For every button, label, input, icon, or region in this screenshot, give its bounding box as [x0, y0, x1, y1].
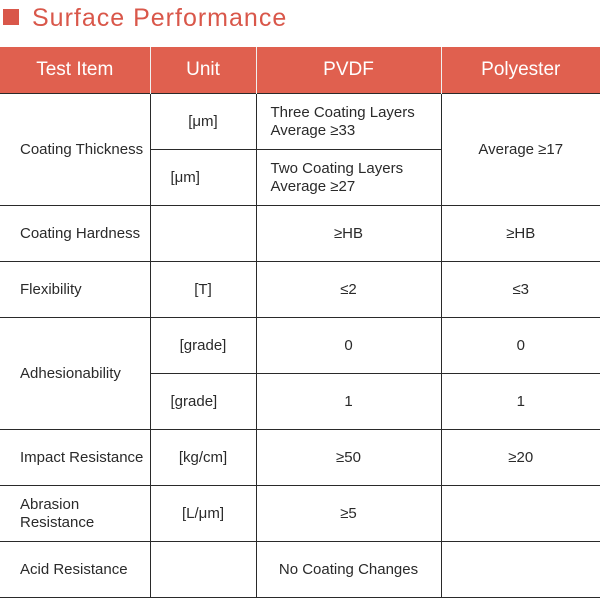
cell-polyester: ≥20	[440, 429, 600, 486]
cell-unit	[149, 205, 257, 262]
table-row: Flexibility [T] ≤2 ≤3	[0, 261, 600, 318]
cell-polyester: 1	[440, 373, 600, 430]
cell-unit: [L/μm]	[149, 485, 257, 542]
table-row: [μm] Two Coating Layers Average ≥27	[0, 149, 600, 206]
cell-item: Acid Resistance	[0, 541, 151, 598]
cell-item: Coating Hardness	[0, 205, 151, 262]
cell-pvdf: 1	[255, 373, 442, 430]
cell-pvdf: ≥50	[255, 429, 442, 486]
cell-polyester	[440, 541, 600, 598]
table-row: Abrasion Resistance [L/μm] ≥5	[0, 485, 600, 542]
cell-pvdf: 0	[255, 317, 442, 374]
cell-pvdf: Two Coating Layers Average ≥27	[255, 149, 441, 206]
surface-performance-table: Test Item Unit PVDF Polyester Coating Th…	[0, 47, 600, 598]
header-pvdf: PVDF	[255, 47, 442, 94]
cell-item: Coating Thickness	[0, 93, 151, 206]
title-square-icon	[3, 9, 19, 25]
header-unit: Unit	[149, 47, 257, 94]
cell-polyester: Average ≥17	[440, 93, 600, 206]
cell-item: Flexibility	[0, 261, 151, 318]
cell-item: Abrasion Resistance	[0, 485, 151, 542]
table-row: Impact Resistance [kg/cm] ≥50 ≥20	[0, 429, 600, 486]
page-title: Surface Performance	[32, 4, 288, 32]
header-polyester: Polyester	[440, 47, 600, 94]
cell-pvdf: ≥5	[255, 485, 442, 542]
table-header-row: Test Item Unit PVDF Polyester	[0, 47, 600, 94]
cell-unit: [grade]	[149, 317, 257, 374]
cell-unit	[149, 541, 257, 598]
cell-pvdf: ≥HB	[255, 205, 442, 262]
cell-unit: [T]	[149, 261, 257, 318]
cell-polyester: ≤3	[440, 261, 600, 318]
cell-unit: [μm]	[150, 149, 257, 206]
table-row: Adhesionability [grade] 0 0	[0, 317, 600, 430]
section-title-row: Surface Performance	[0, 0, 600, 48]
cell-item: Impact Resistance	[0, 429, 151, 486]
table-row: Coating Thickness [μm] Three Coating Lay…	[0, 93, 600, 206]
header-test-item: Test Item	[0, 47, 151, 94]
cell-polyester: 0	[440, 317, 600, 374]
cell-item: Adhesionability	[0, 317, 151, 430]
cell-pvdf: No Coating Changes	[255, 541, 442, 598]
cell-polyester	[440, 485, 600, 542]
cell-polyester: ≥HB	[440, 205, 600, 262]
cell-unit: [kg/cm]	[149, 429, 257, 486]
table-row: Coating Hardness ≥HB ≥HB	[0, 205, 600, 262]
cell-pvdf: Three Coating Layers Average ≥33	[255, 93, 442, 150]
cell-unit: [μm]	[149, 93, 257, 150]
table-row: Acid Resistance No Coating Changes	[0, 541, 600, 598]
cell-pvdf: ≤2	[255, 261, 442, 318]
cell-unit: [grade]	[150, 373, 257, 430]
